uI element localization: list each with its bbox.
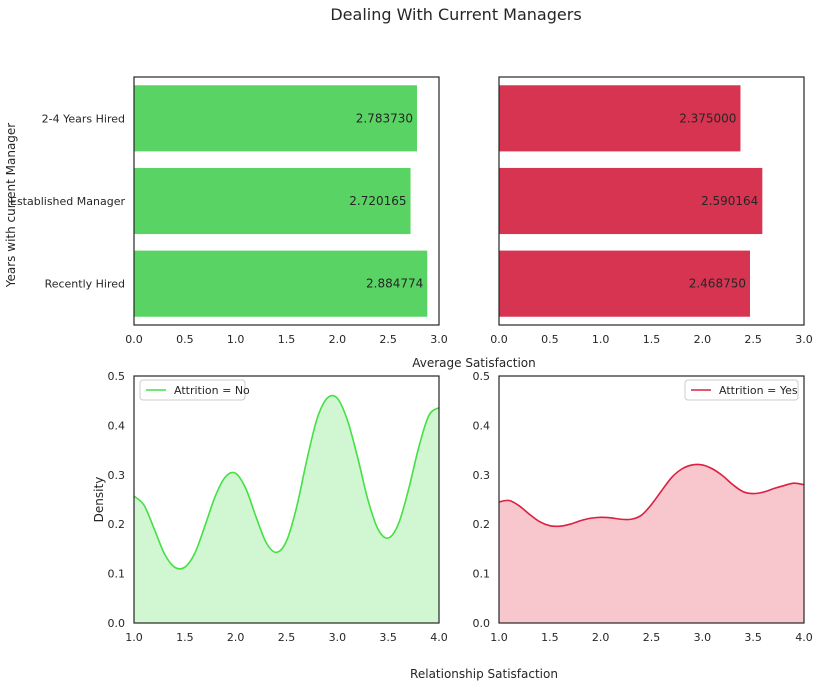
x-tick-label: 1.0 <box>490 631 508 644</box>
bar-value-label: 2.884774 <box>366 277 423 291</box>
legend-box <box>684 379 799 401</box>
bar-panel-attrition-yes: 2.375000 2.590164 2.468750 0.0 0.5 1.0 1.5 2.0 2… <box>490 76 813 346</box>
y-tick-label: 2-4 Years Hired <box>42 112 125 125</box>
density-line <box>133 394 440 570</box>
x-tick-label: 1.5 <box>176 631 194 644</box>
x-tick-label: 1.5 <box>541 631 559 644</box>
legend-label: Attrition = Yes <box>719 384 798 397</box>
figure-title: Dealing With Current Managers <box>330 5 581 24</box>
axes-frame <box>498 76 805 326</box>
y-tick-label: 0.3 <box>473 469 491 482</box>
bar-value-label: 2.590164 <box>701 194 758 208</box>
y-tick-label: 0.3 <box>108 469 126 482</box>
y-tick-label: 0.4 <box>473 419 491 432</box>
x-tick-label: 3.5 <box>379 631 397 644</box>
x-tick-label: 0.5 <box>176 333 194 346</box>
x-tick-label: 0.5 <box>541 333 559 346</box>
bar-value-label: 2.783730 <box>356 111 413 125</box>
x-tick-label: 2.0 <box>694 333 712 346</box>
bar-value-label: 2.720165 <box>349 194 406 208</box>
y-tick-label: 0.4 <box>108 419 126 432</box>
x-tick-label: 0.0 <box>125 333 143 346</box>
y-tick-label: 0.1 <box>108 568 126 581</box>
bar-value-label: 2.468750 <box>689 277 746 291</box>
y-tick-label: Established Manager <box>10 195 125 208</box>
x-tick-label: 3.0 <box>329 631 347 644</box>
x-tick-label: 3.0 <box>694 631 712 644</box>
density-line <box>498 463 805 528</box>
bar-2 <box>134 250 428 317</box>
y-tick-label: 0.2 <box>473 518 491 531</box>
x-tick-label: 2.0 <box>592 631 610 644</box>
x-tick-label: 1.5 <box>278 333 296 346</box>
y-tick-label: 0.0 <box>108 617 126 630</box>
x-tick-label: 3.0 <box>430 333 448 346</box>
x-tick-label: 1.0 <box>227 333 245 346</box>
bar-1 <box>134 167 411 235</box>
density-panel-attrition-no: 1.0 1.5 2.0 2.5 3.0 3.5 4.0 0.0 0.1 0.2 0.3 0.4 0.5 D… <box>92 370 448 644</box>
x-tick-label: 1.0 <box>125 631 143 644</box>
x-tick-label: 4.0 <box>795 631 813 644</box>
density-area-fill <box>134 395 439 623</box>
y-tick-label: Recently Hired <box>45 278 125 291</box>
bar-x-axis-label: Average Satisfaction <box>412 356 536 370</box>
x-tick-label: 2.5 <box>643 631 661 644</box>
density-y-axis-label: Density <box>92 477 106 523</box>
density-panel-attrition-yes: 1.0 1.5 2.0 2.5 3.0 3.5 4.0 0.0 0.1 0.2 0.3 0.4 0.5 A… <box>473 370 813 644</box>
legend-label: Attrition = No <box>174 384 250 397</box>
bar-0 <box>499 85 741 152</box>
legend: Attrition = Yes <box>684 379 799 401</box>
x-tick-label: 2.5 <box>379 333 397 346</box>
y-tick-label: 0.1 <box>473 568 491 581</box>
x-tick-label: 2.5 <box>278 631 296 644</box>
y-tick-label: 0.0 <box>473 617 491 630</box>
y-tick-label: 0.5 <box>473 370 491 383</box>
bar-y-axis-label: Years with current Manager <box>4 123 18 289</box>
x-tick-label: 0.0 <box>490 333 508 346</box>
axes-frame <box>498 375 805 624</box>
x-tick-label: 3.0 <box>795 333 813 346</box>
bar-1 <box>499 167 763 235</box>
x-tick-label: 3.5 <box>744 631 762 644</box>
legend-box <box>139 379 246 401</box>
axes-frame <box>133 76 440 326</box>
x-tick-label: 2.5 <box>744 333 762 346</box>
y-tick-label: 0.2 <box>108 518 126 531</box>
density-area-fill <box>499 464 804 623</box>
x-tick-label: 2.0 <box>329 333 347 346</box>
legend: Attrition = No <box>139 379 250 401</box>
bar-value-label: 2.375000 <box>679 111 736 125</box>
bar-panel-attrition-no: 2.783730 2-4 Years Hired 2.720165 Establish… <box>4 76 448 346</box>
x-tick-label: 1.5 <box>643 333 661 346</box>
y-tick-label: 0.5 <box>108 370 126 383</box>
axes-frame <box>133 375 440 624</box>
bar-0 <box>134 85 418 152</box>
x-tick-label: 2.0 <box>227 631 245 644</box>
x-tick-label: 1.0 <box>592 333 610 346</box>
bar-2 <box>499 250 750 317</box>
x-tick-label: 4.0 <box>430 631 448 644</box>
kde-x-axis-label: Relationship Satisfaction <box>410 667 558 681</box>
